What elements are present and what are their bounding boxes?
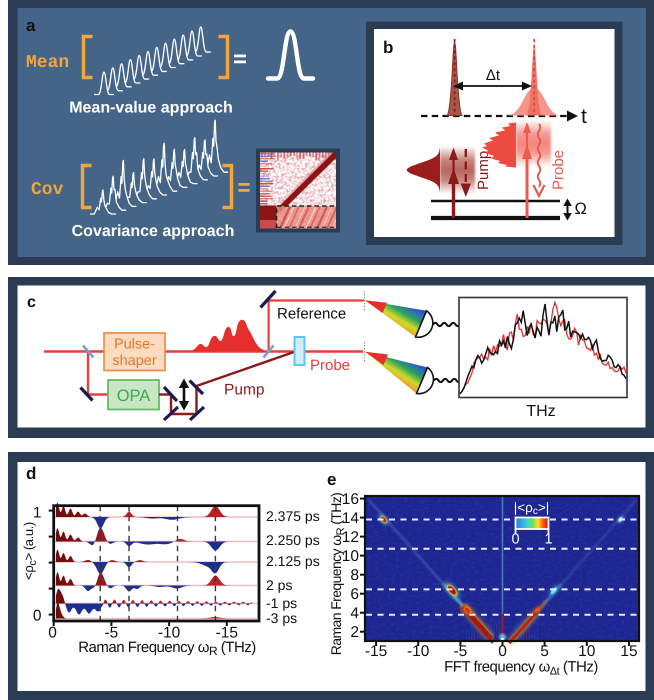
svg-text:Reference: Reference (277, 306, 346, 323)
svg-text:-5: -5 (454, 643, 468, 660)
svg-text:10: 10 (578, 643, 596, 660)
svg-text:14: 14 (342, 510, 360, 527)
svg-text:Raman Frequency ωR (THz): Raman Frequency ωR (THz) (78, 639, 256, 658)
svg-text:t: t (581, 105, 587, 128)
svg-text:12: 12 (342, 529, 359, 546)
svg-text:-15: -15 (216, 625, 238, 642)
svg-text:8: 8 (350, 567, 359, 584)
svg-text:Pump: Pump (475, 151, 492, 190)
svg-text:-10: -10 (158, 625, 181, 642)
svg-text:2 ps: 2 ps (266, 577, 292, 593)
svg-text:5: 5 (540, 643, 549, 660)
svg-text:Covariance approach: Covariance approach (72, 223, 235, 240)
svg-text:a: a (26, 16, 36, 35)
svg-text:c: c (27, 294, 36, 311)
svg-text:Δt: Δt (486, 67, 501, 84)
svg-text:Pump: Pump (224, 382, 265, 399)
svg-text:Mean: Mean (26, 53, 69, 73)
svg-text:e: e (327, 470, 336, 489)
svg-text:2.375 ps: 2.375 ps (266, 508, 320, 524)
svg-text:FFT frequency ωΔt (THz): FFT frequency ωΔt (THz) (444, 659, 598, 678)
svg-text:4: 4 (350, 605, 359, 622)
svg-text:0: 0 (48, 625, 57, 642)
svg-text:0: 0 (511, 532, 519, 548)
svg-text:-10: -10 (407, 643, 430, 660)
svg-text:-15: -15 (365, 643, 387, 660)
svg-text:d: d (26, 464, 36, 483)
svg-text:shaper: shaper (112, 353, 157, 369)
svg-text:Mean-value approach: Mean-value approach (69, 100, 233, 117)
svg-text:Probe: Probe (550, 150, 567, 190)
svg-text:Probe: Probe (310, 357, 350, 374)
svg-text:15: 15 (620, 643, 637, 660)
svg-text:|<ρc>|: |<ρc>| (514, 500, 549, 517)
svg-text:0: 0 (498, 643, 507, 660)
svg-text:2.125 ps: 2.125 ps (266, 553, 320, 569)
svg-text:10: 10 (342, 548, 360, 565)
svg-text:b: b (383, 38, 393, 57)
svg-text:6: 6 (350, 586, 359, 603)
svg-text:-3 ps: -3 ps (266, 610, 297, 626)
svg-text:2.250 ps: 2.250 ps (266, 532, 320, 548)
svg-text:1: 1 (33, 505, 42, 522)
svg-text:<ρc> (a.u.): <ρc> (a.u.) (21, 522, 39, 580)
svg-text:1: 1 (544, 532, 552, 548)
svg-text:OPA: OPA (117, 387, 151, 405)
svg-text:-1 ps: -1 ps (266, 595, 297, 611)
svg-text:-5: -5 (105, 625, 119, 642)
svg-text:THz: THz (526, 403, 555, 420)
svg-text:2: 2 (350, 624, 359, 641)
svg-text:Ω: Ω (575, 200, 587, 218)
svg-text:Cov: Cov (31, 180, 64, 200)
svg-text:0: 0 (33, 608, 42, 625)
svg-text:16: 16 (342, 491, 359, 508)
svg-text:Pulse-: Pulse- (114, 337, 155, 353)
